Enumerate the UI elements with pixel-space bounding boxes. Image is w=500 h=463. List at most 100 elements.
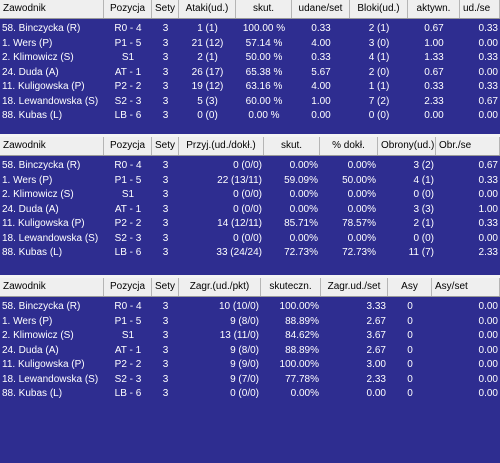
- column-header[interactable]: Zawodnik: [0, 278, 104, 296]
- table-row[interactable]: 88. Kubas (L) LB - 6 3 33 (24/24) 72.73% 72.7…: [0, 246, 500, 260]
- table-cell: 2.33: [478, 247, 498, 258]
- column-header[interactable]: Asy/set: [432, 278, 500, 296]
- table-cell: 77.78%: [285, 373, 319, 385]
- column-header[interactable]: Asy: [388, 278, 432, 296]
- table-row[interactable]: 2. Klimowicz (S) S1 3 0 (0/0) 0.00% 0.00% 0 (0…: [0, 188, 500, 202]
- table-cell: 2.67: [366, 315, 386, 327]
- table-row[interactable]: 24. Duda (A) AT - 1 3 0 (0/0) 0.00% 0.00% 3 (3…: [0, 203, 500, 217]
- column-header[interactable]: Przyj.(ud./dokł.): [179, 137, 264, 155]
- column-header[interactable]: Pozycja: [104, 278, 152, 296]
- column-header[interactable]: % dokł.: [320, 137, 378, 155]
- table-cell: 4 (1): [413, 174, 434, 186]
- table-cell: 57.14 %: [245, 37, 283, 49]
- table-row[interactable]: 2. Klimowicz (S) S1 3 2 (1) 50.00 % 0.33 4 (1)…: [0, 51, 500, 65]
- column-header[interactable]: ud./se: [460, 0, 500, 18]
- table-cell: 0.00%: [347, 203, 376, 215]
- column-header[interactable]: skut.: [236, 0, 292, 18]
- table-cell: 3: [162, 301, 169, 312]
- table-cell: 0 (0/0): [230, 388, 259, 399]
- table-cell: 11. Kuligowska (P): [2, 81, 85, 92]
- table-cell: 33 (24/24): [216, 247, 262, 258]
- table-row[interactable]: 18. Lewandowska (S) S2 - 3 3 0 (0/0) 0.00% 0.…: [0, 232, 500, 246]
- table-cell: 2.33: [424, 95, 444, 107]
- table-cell: 63.16 %: [245, 81, 283, 92]
- table-row[interactable]: 58. Binczycka (R) R0 - 4 3 1 (1) 100.00 % 0.3…: [0, 22, 500, 36]
- table-cell: 88. Kubas (L): [2, 247, 63, 258]
- table-cell: 0.00: [366, 388, 386, 399]
- table-cell: 24. Duda (A): [2, 344, 59, 356]
- table-row[interactable]: 58. Binczycka (R) R0 - 4 3 10 (10/0) 100.00%…: [0, 300, 500, 314]
- column-header[interactable]: aktywn.: [408, 0, 460, 18]
- table-cell: 0.33: [478, 81, 498, 92]
- column-header[interactable]: Pozycja: [104, 137, 152, 155]
- table-cell: 0: [407, 315, 413, 327]
- table-cell: 100.00%: [279, 359, 319, 370]
- table-row[interactable]: 1. Wers (P) P1 - 5 3 9 (8/0) 88.89% 2.67 0 0.00: [0, 315, 500, 329]
- table-row[interactable]: 58. Binczycka (R) R0 - 4 3 0 (0/0) 0.00% 0.00…: [0, 159, 500, 173]
- table-row[interactable]: 24. Duda (A) AT - 1 3 26 (17) 65.38 % 5.67 2 (…: [0, 66, 500, 80]
- table-cell: 3: [162, 203, 169, 215]
- column-header[interactable]: Zagr.(ud./pkt): [179, 278, 261, 296]
- table-cell: 0.33: [478, 218, 498, 229]
- table-row[interactable]: 18. Lewandowska (S) S2 - 3 3 5 (3) 60.00 % 1.…: [0, 95, 500, 109]
- column-header[interactable]: Zagr.ud./set: [321, 278, 388, 296]
- table-cell: 3: [162, 373, 169, 385]
- table-cell: 3: [162, 344, 169, 356]
- table-cell: 3: [162, 388, 169, 399]
- table-cell: 3: [162, 160, 169, 171]
- column-header[interactable]: udane/set: [292, 0, 350, 18]
- table-cell: 1. Wers (P): [2, 174, 53, 186]
- table-row[interactable]: 1. Wers (P) P1 - 5 3 22 (13/11) 59.09% 50.00%…: [0, 174, 500, 188]
- table-cell: 3: [162, 81, 169, 92]
- table-cell: 0.67: [424, 66, 444, 78]
- table-cell: 24. Duda (A): [2, 66, 59, 78]
- table-row[interactable]: 88. Kubas (L) LB - 6 3 0 (0/0) 0.00% 0.00 0 0.0…: [0, 387, 500, 401]
- table-cell: S2 - 3: [114, 95, 142, 107]
- column-header[interactable]: Zawodnik: [0, 0, 104, 18]
- table-row[interactable]: 18. Lewandowska (S) S2 - 3 3 9 (7/0) 77.78% 2…: [0, 373, 500, 387]
- table-row[interactable]: 1. Wers (P) P1 - 5 3 21 (12) 57.14 % 4.00 3 (0…: [0, 37, 500, 51]
- column-header[interactable]: skut.: [264, 137, 320, 155]
- column-header[interactable]: Obr./se: [436, 137, 500, 155]
- table-cell: 18. Lewandowska (S): [2, 95, 99, 107]
- table-cell: 3: [162, 23, 169, 34]
- column-header[interactable]: Sety: [152, 0, 179, 18]
- column-header[interactable]: skuteczn.: [261, 278, 321, 296]
- column-header[interactable]: Ataki(ud.): [179, 0, 236, 18]
- table-row[interactable]: 11. Kuligowska (P) P2 - 2 3 9 (9/0) 100.00% 3…: [0, 358, 500, 372]
- table-cell: 0.00%: [347, 189, 376, 200]
- column-header[interactable]: Zawodnik: [0, 137, 104, 155]
- table-cell: 3: [162, 66, 169, 78]
- table-cell: 0: [407, 373, 413, 385]
- table-cell: 0.67: [478, 160, 498, 171]
- table-cell: 21 (12): [191, 37, 224, 49]
- column-header[interactable]: Sety: [152, 137, 179, 155]
- table-cell: 3: [162, 359, 169, 370]
- table-cell: R0 - 4: [114, 160, 142, 171]
- table-cell: 0: [407, 301, 413, 312]
- table-cell: 3 (0): [368, 37, 390, 49]
- column-header[interactable]: Obrony(ud.): [378, 137, 436, 155]
- table-cell: S2 - 3: [114, 232, 142, 244]
- table-cell: 58. Binczycka (R): [2, 160, 81, 171]
- table-cell: P1 - 5: [114, 315, 142, 327]
- table-row[interactable]: 2. Klimowicz (S) S1 3 13 (11/0) 84.62% 3.67 0 0…: [0, 329, 500, 343]
- table-cell: 3: [162, 330, 169, 341]
- table-cell: P1 - 5: [114, 174, 142, 186]
- table-cell: 22 (13/11): [217, 174, 262, 186]
- column-header[interactable]: Bloki(ud.): [350, 0, 408, 18]
- table-row[interactable]: 11. Kuligowska (P) P2 - 2 3 14 (12/11) 85.71…: [0, 217, 500, 231]
- table-cell: 3: [162, 95, 169, 107]
- table-cell: 1. Wers (P): [2, 37, 53, 49]
- table-row[interactable]: 88. Kubas (L) LB - 6 3 0 (0) 0.00 % 0.00 0 (0)…: [0, 109, 500, 123]
- table-row[interactable]: 24. Duda (A) AT - 1 3 9 (8/0) 88.89% 2.67 0 0.0…: [0, 344, 500, 358]
- table-cell: R0 - 4: [114, 301, 142, 312]
- table-cell: 2. Klimowicz (S): [2, 52, 74, 63]
- column-header[interactable]: Pozycja: [104, 0, 152, 18]
- table-cell: 0: [407, 388, 413, 399]
- table-row[interactable]: 11. Kuligowska (P) P2 - 2 3 19 (12) 63.16 % 4…: [0, 80, 500, 94]
- column-header[interactable]: Sety: [152, 278, 179, 296]
- table-cell: 0.67: [478, 95, 498, 107]
- table-cell: R0 - 4: [114, 23, 142, 34]
- table-cell: AT - 1: [114, 203, 142, 215]
